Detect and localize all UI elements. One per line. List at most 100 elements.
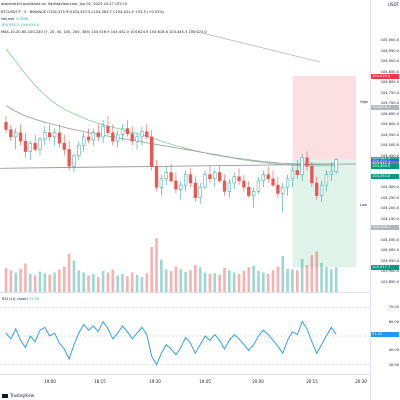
volume-bar bbox=[189, 270, 192, 292]
volume-bar bbox=[96, 277, 100, 292]
volume-bar bbox=[247, 267, 251, 292]
price-tick-label: 104,050.0 bbox=[380, 237, 399, 242]
price-tag: 104,400.0 bbox=[371, 163, 399, 169]
publish-info: alakehdrshl published on TradingView.com… bbox=[1, 2, 128, 6]
ma-line-long bbox=[189, 29, 321, 63]
candle bbox=[271, 170, 275, 188]
volume-bar bbox=[101, 271, 105, 292]
rsi-legend[interactable]: RSI (14, close) 51.22 bbox=[2, 297, 39, 301]
volume-bar bbox=[150, 247, 153, 292]
volume-bar bbox=[329, 269, 333, 292]
candle-body bbox=[208, 174, 212, 180]
candle bbox=[57, 124, 62, 148]
candle-body bbox=[164, 172, 168, 180]
candle bbox=[310, 162, 314, 188]
candle-body bbox=[72, 155, 76, 167]
candle bbox=[72, 153, 76, 173]
symbol-ohlc[interactable]: BTCUSDT.P · 5 · BINANCE O104,375.9 H104,… bbox=[1, 10, 165, 14]
candle bbox=[188, 168, 193, 188]
candle-body bbox=[154, 165, 159, 188]
candle bbox=[193, 176, 197, 202]
candle bbox=[315, 176, 319, 200]
candle bbox=[28, 141, 32, 160]
tradingview-logo[interactable]: TradingView bbox=[0, 391, 60, 400]
candle-body bbox=[77, 145, 81, 157]
volume-bar bbox=[58, 269, 61, 292]
candle bbox=[96, 124, 100, 142]
candle bbox=[14, 128, 18, 150]
price-tag: 104,830.0 bbox=[371, 73, 399, 79]
candle-body bbox=[242, 180, 246, 188]
tv-icon bbox=[2, 394, 8, 398]
pane-divider[interactable] bbox=[0, 292, 370, 293]
volume-bar bbox=[160, 259, 163, 292]
candle-body bbox=[310, 165, 314, 184]
time-tick-label: 20:30 bbox=[355, 379, 367, 384]
volume-bar bbox=[53, 272, 56, 292]
candle-body bbox=[300, 157, 304, 175]
volume-bar bbox=[130, 272, 134, 292]
candle-body bbox=[116, 134, 120, 142]
volume-bar bbox=[252, 265, 255, 292]
time-tick-label: 19:30 bbox=[149, 379, 161, 384]
candle-body bbox=[324, 174, 329, 186]
ma-line-green bbox=[5, 48, 337, 167]
candle-body bbox=[183, 174, 188, 186]
candle bbox=[276, 176, 280, 198]
candle-body bbox=[33, 142, 37, 150]
candle bbox=[33, 134, 37, 152]
candle-body bbox=[266, 174, 270, 180]
candle-body bbox=[23, 140, 28, 152]
candle bbox=[169, 164, 173, 184]
candle bbox=[9, 124, 13, 142]
candle bbox=[217, 166, 222, 184]
ma-legend[interactable]: MAS-10-20-60-100-240 (7, 20, 50, 100, 20… bbox=[1, 30, 207, 34]
ma-line-gray bbox=[5, 105, 337, 165]
volume-bar bbox=[266, 274, 270, 292]
candle-body bbox=[150, 136, 154, 167]
volume-bar bbox=[286, 268, 289, 292]
price-tick-label: 104,500.0 bbox=[380, 143, 399, 148]
candle-body bbox=[57, 132, 62, 144]
candle bbox=[247, 180, 251, 198]
candle bbox=[261, 170, 265, 188]
volume-bar bbox=[145, 273, 149, 292]
volume-bar bbox=[262, 272, 265, 292]
candle bbox=[164, 166, 168, 186]
time-tick-label: 20:00 bbox=[252, 379, 264, 384]
candle-body bbox=[237, 176, 241, 182]
candle-body bbox=[9, 129, 13, 138]
volume-bar bbox=[208, 274, 212, 292]
time-tick-label: 19:45 bbox=[199, 379, 211, 384]
candle bbox=[111, 124, 115, 146]
candle bbox=[305, 151, 309, 171]
chart-legend: alakehdrshl published on TradingView.com… bbox=[0, 0, 370, 46]
volume-legend[interactable]: Volume 3.284K bbox=[1, 17, 28, 21]
position-zones bbox=[292, 76, 356, 268]
volume-bar bbox=[320, 262, 323, 292]
candle bbox=[62, 134, 66, 156]
volume-bar bbox=[62, 266, 66, 292]
price-tick-label: 103,950.0 bbox=[380, 258, 399, 263]
volume-bar bbox=[271, 270, 275, 292]
price-tick-label: 104,750.0 bbox=[380, 90, 399, 95]
volume-bar bbox=[281, 256, 285, 292]
candle bbox=[319, 180, 324, 202]
volume-bar bbox=[14, 272, 18, 292]
candle bbox=[324, 170, 329, 192]
candle bbox=[48, 124, 52, 142]
candle-body bbox=[198, 186, 202, 198]
price-scale[interactable]: USDT 105,000.0 104,950.0 104,900.0 104,850.… bbox=[370, 0, 400, 400]
price-tick-label: 103,850.0 bbox=[380, 279, 399, 284]
candle-body bbox=[285, 178, 290, 188]
volume-bar bbox=[48, 274, 51, 292]
price-tick-label: 104,250.0 bbox=[380, 195, 399, 200]
price-chart[interactable] bbox=[0, 0, 370, 393]
candle bbox=[334, 158, 338, 174]
time-tick-label: 19:00 bbox=[44, 379, 56, 384]
candle-body bbox=[14, 132, 18, 138]
volume-bar bbox=[164, 269, 168, 292]
candle bbox=[130, 126, 134, 146]
volume-bar bbox=[4, 268, 8, 292]
volume-bar bbox=[111, 269, 115, 292]
